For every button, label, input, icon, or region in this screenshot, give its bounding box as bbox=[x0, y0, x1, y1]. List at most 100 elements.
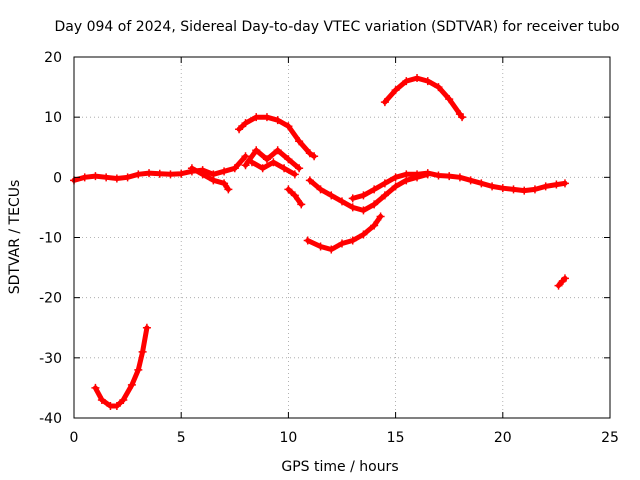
x-tick-label: 15 bbox=[387, 430, 405, 446]
data-point bbox=[316, 242, 325, 251]
data-point bbox=[520, 186, 529, 195]
data-point bbox=[402, 77, 411, 86]
data-point bbox=[284, 155, 293, 164]
data-point bbox=[370, 200, 379, 209]
data-point bbox=[455, 173, 464, 182]
data-point bbox=[187, 164, 196, 173]
data-point bbox=[434, 83, 443, 92]
series-track-bottom-arc bbox=[91, 323, 151, 410]
data-point bbox=[434, 171, 443, 180]
series-layer bbox=[70, 74, 569, 410]
data-point bbox=[423, 169, 432, 178]
series-track-low-curve bbox=[303, 212, 385, 254]
x-tick-label: 10 bbox=[279, 430, 297, 446]
data-point bbox=[391, 86, 400, 95]
data-point bbox=[305, 149, 314, 158]
data-point bbox=[273, 146, 282, 155]
data-point bbox=[123, 173, 132, 182]
data-point bbox=[142, 323, 151, 332]
data-point bbox=[127, 380, 136, 389]
data-point bbox=[252, 113, 261, 122]
y-axis-label: SDTVAR / TECUs bbox=[7, 180, 23, 295]
data-point bbox=[348, 194, 357, 203]
data-point bbox=[370, 185, 379, 194]
data-point bbox=[541, 182, 550, 191]
data-point bbox=[477, 179, 486, 188]
series-track-dip bbox=[284, 185, 306, 209]
data-point bbox=[370, 221, 379, 230]
series-track-mid-upper bbox=[235, 113, 319, 161]
data-point bbox=[348, 236, 357, 245]
data-point bbox=[290, 191, 299, 200]
series-track-top-arc bbox=[380, 74, 467, 122]
data-point bbox=[327, 245, 336, 254]
data-point bbox=[280, 164, 289, 173]
data-point bbox=[423, 77, 432, 86]
series-line bbox=[243, 147, 302, 171]
data-point bbox=[359, 206, 368, 215]
data-point bbox=[134, 170, 143, 179]
data-point bbox=[241, 152, 250, 161]
data-point bbox=[327, 191, 336, 200]
data-point bbox=[413, 170, 422, 179]
data-point bbox=[252, 146, 261, 155]
data-point bbox=[445, 95, 454, 104]
data-point bbox=[376, 212, 385, 221]
data-point bbox=[262, 155, 271, 164]
data-point bbox=[380, 191, 389, 200]
data-point bbox=[391, 173, 400, 182]
data-point bbox=[177, 169, 186, 178]
data-point bbox=[220, 167, 229, 176]
data-point bbox=[273, 116, 282, 125]
data-point bbox=[119, 395, 128, 404]
data-point bbox=[241, 119, 250, 128]
data-point bbox=[209, 176, 218, 185]
data-point bbox=[112, 401, 121, 410]
data-point bbox=[303, 236, 312, 245]
data-point bbox=[554, 281, 563, 290]
y-tick-label: -20 bbox=[39, 291, 62, 307]
x-tick-label: 25 bbox=[601, 430, 619, 446]
data-point bbox=[145, 169, 154, 178]
data-point bbox=[305, 176, 314, 185]
data-point bbox=[297, 200, 306, 209]
data-point bbox=[359, 191, 368, 200]
data-point bbox=[97, 395, 106, 404]
series-track-baseline bbox=[70, 152, 250, 185]
series-track-recover bbox=[348, 169, 569, 203]
data-point bbox=[338, 239, 346, 248]
data-point bbox=[155, 169, 164, 178]
data-point bbox=[224, 185, 233, 194]
series-track-mid-wave-b bbox=[247, 158, 299, 179]
y-tick-label: 10 bbox=[44, 110, 62, 126]
grid bbox=[74, 57, 610, 418]
data-point bbox=[348, 203, 357, 212]
series-track-mid-wave-c bbox=[187, 164, 233, 194]
data-point bbox=[198, 170, 207, 179]
x-tick-label: 0 bbox=[70, 430, 79, 446]
data-point bbox=[230, 164, 239, 173]
data-point bbox=[530, 185, 539, 194]
series-line bbox=[382, 75, 465, 120]
data-point bbox=[269, 158, 278, 167]
data-point bbox=[391, 182, 400, 191]
y-tick-label: -10 bbox=[39, 231, 62, 247]
chart-title: Day 094 of 2024, Sidereal Day-to-day VTE… bbox=[54, 19, 619, 35]
data-point bbox=[258, 164, 267, 173]
data-point bbox=[138, 347, 147, 356]
data-point bbox=[380, 98, 389, 107]
data-point bbox=[91, 172, 100, 181]
series-track-mid-wave-a bbox=[241, 146, 304, 173]
data-point bbox=[509, 185, 518, 194]
data-point bbox=[338, 197, 346, 206]
data-point bbox=[284, 122, 293, 131]
data-point bbox=[80, 173, 89, 182]
data-point bbox=[316, 185, 325, 194]
data-point bbox=[220, 179, 229, 188]
data-point bbox=[262, 113, 271, 122]
data-point bbox=[359, 230, 368, 239]
data-point bbox=[560, 274, 569, 283]
data-point bbox=[247, 158, 256, 167]
data-point bbox=[134, 365, 143, 374]
